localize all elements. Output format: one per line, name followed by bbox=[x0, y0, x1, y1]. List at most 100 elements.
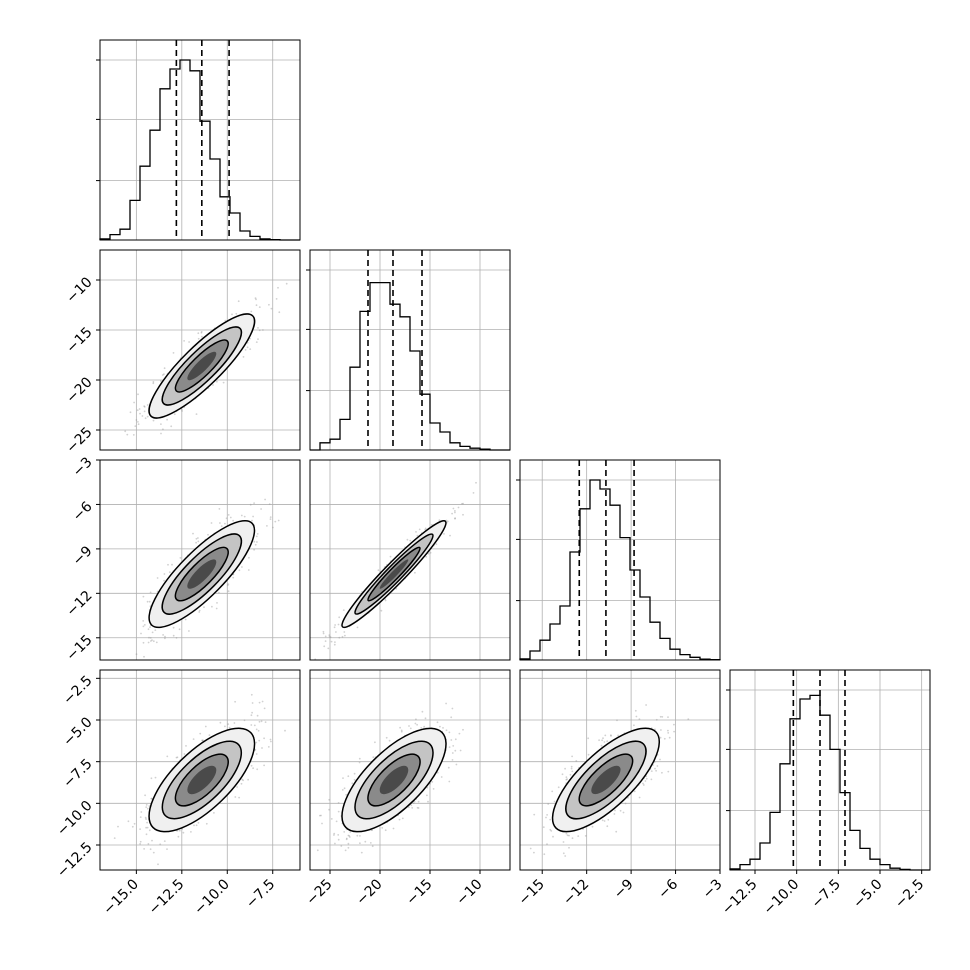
scatter-point bbox=[645, 704, 647, 706]
scatter-point bbox=[448, 746, 451, 748]
scatter-point bbox=[148, 600, 151, 603]
scatter-point bbox=[343, 787, 346, 790]
scatter-point bbox=[208, 734, 211, 736]
scatter-point bbox=[250, 693, 253, 696]
scatter-point bbox=[142, 595, 145, 598]
scatter-point bbox=[143, 405, 146, 407]
scatter-point bbox=[136, 409, 139, 412]
scatter-point bbox=[564, 767, 566, 770]
scatter-point bbox=[264, 721, 267, 723]
scatter-point bbox=[229, 516, 232, 519]
scatter-point bbox=[416, 723, 418, 726]
scatter-point bbox=[251, 519, 253, 522]
scatter-point bbox=[369, 842, 372, 844]
scatter-point bbox=[450, 716, 453, 719]
scatter-point bbox=[400, 729, 403, 732]
scatter-point bbox=[452, 745, 455, 747]
scatter-point bbox=[227, 590, 230, 593]
scatter-point bbox=[160, 423, 162, 425]
scatter-point bbox=[212, 384, 214, 386]
scatter-point bbox=[140, 811, 143, 813]
scatter-point bbox=[138, 408, 141, 410]
scatter-point bbox=[143, 406, 146, 408]
histogram-panel-3 bbox=[516, 459, 721, 661]
scatter-point bbox=[257, 338, 259, 340]
scatter-point bbox=[243, 719, 246, 722]
scatter-point bbox=[256, 768, 259, 771]
scatter-point bbox=[227, 514, 230, 516]
scatter-point bbox=[600, 744, 603, 747]
scatter-point bbox=[139, 843, 142, 845]
scatter-point bbox=[277, 286, 279, 289]
scatter-point bbox=[168, 571, 171, 574]
scatter-point bbox=[139, 840, 142, 843]
scatter-point bbox=[162, 634, 165, 636]
scatter-point bbox=[210, 522, 213, 524]
scatter-point bbox=[458, 732, 461, 735]
scatter-point bbox=[178, 628, 181, 631]
scatter-point bbox=[251, 711, 254, 714]
scatter-point bbox=[347, 775, 350, 778]
scatter-point bbox=[462, 502, 464, 505]
scatter-point bbox=[159, 843, 162, 846]
scatter-point bbox=[226, 584, 229, 587]
scatter-point bbox=[241, 566, 243, 568]
scatter-point bbox=[234, 700, 237, 703]
scatter-point bbox=[218, 591, 220, 594]
scatter-point bbox=[146, 807, 149, 810]
scatter-point bbox=[163, 579, 166, 582]
scatter-point bbox=[409, 727, 412, 730]
scatter-point bbox=[284, 729, 286, 732]
scatter-point bbox=[213, 812, 215, 814]
scatter-point bbox=[267, 746, 270, 748]
scatter-point bbox=[192, 532, 194, 535]
scatter-point bbox=[330, 640, 333, 643]
scatter-point bbox=[333, 834, 335, 836]
scatter-point bbox=[408, 725, 410, 727]
y-tick-label: −2.5 bbox=[60, 673, 95, 708]
scatter-point bbox=[272, 526, 274, 529]
y-tick-label: −15 bbox=[63, 632, 95, 664]
scatter-point bbox=[242, 779, 245, 782]
scatter-point bbox=[225, 517, 228, 520]
scatter-point bbox=[262, 329, 264, 331]
scatter-point bbox=[566, 778, 568, 780]
x-tick-label: −10.0 bbox=[761, 876, 803, 918]
scatter-point bbox=[195, 413, 198, 415]
scatter-point bbox=[575, 760, 578, 762]
scatter-point bbox=[329, 636, 332, 639]
scatter-panel-3-1 bbox=[99, 459, 301, 661]
scatter-point bbox=[333, 832, 336, 835]
scatter-point bbox=[443, 533, 445, 535]
panel-content bbox=[113, 693, 300, 866]
scatter-point bbox=[427, 800, 429, 803]
scatter-point bbox=[591, 825, 594, 828]
scatter-point bbox=[356, 834, 359, 837]
scatter-point bbox=[351, 782, 354, 785]
scatter-point bbox=[166, 418, 169, 421]
scatter-point bbox=[461, 502, 463, 505]
scatter-point bbox=[561, 773, 564, 776]
contour-level bbox=[187, 765, 217, 795]
scatter-point bbox=[182, 831, 185, 834]
scatter-point bbox=[155, 641, 158, 644]
scatter-point bbox=[152, 381, 155, 383]
scatter-point bbox=[193, 824, 195, 827]
scatter-point bbox=[348, 836, 351, 838]
scatter-point bbox=[687, 718, 690, 720]
scatter-point bbox=[224, 522, 226, 525]
scatter-point bbox=[533, 851, 535, 854]
panel-frame bbox=[729, 669, 931, 871]
scatter-point bbox=[338, 636, 341, 639]
scatter-point bbox=[195, 824, 198, 827]
scatter-point bbox=[417, 800, 420, 803]
scatter-point bbox=[337, 623, 340, 626]
scatter-point bbox=[135, 419, 138, 421]
scatter-point bbox=[418, 528, 421, 531]
scatter-point bbox=[175, 756, 178, 759]
scatter-point bbox=[359, 842, 361, 845]
scatter-point bbox=[454, 738, 457, 741]
scatter-point bbox=[451, 707, 454, 710]
scatter-point bbox=[171, 563, 173, 566]
scatter-point bbox=[472, 492, 475, 494]
